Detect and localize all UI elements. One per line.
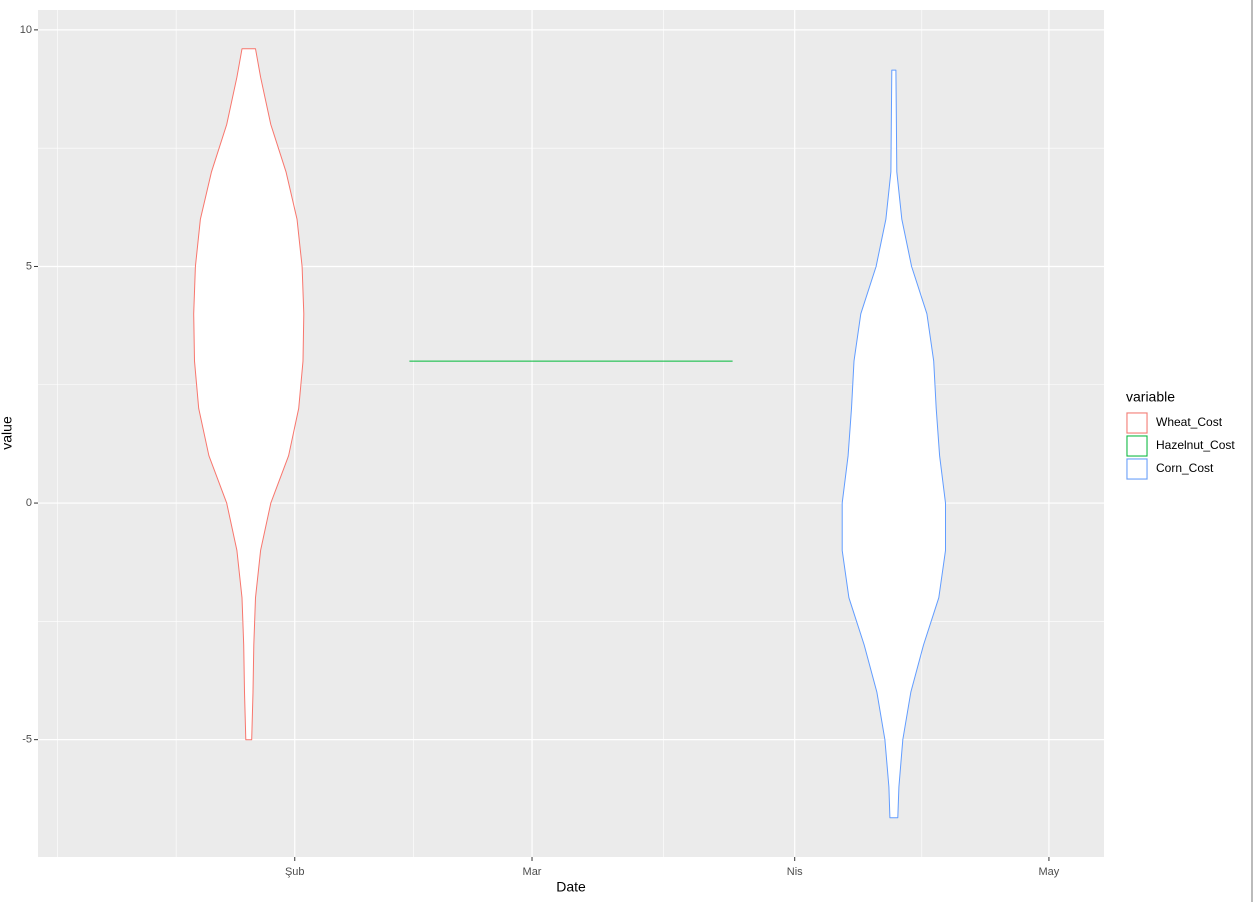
legend-key	[1126, 458, 1148, 480]
legend-key	[1126, 412, 1148, 434]
x-tick-label: Mar	[523, 866, 542, 878]
y-tick-label: 10	[20, 24, 32, 36]
panel	[38, 10, 1104, 857]
axes: Şub Mar Nis May -5 0 5 10	[20, 24, 1060, 878]
legend: variable Wheat_Cost Hazelnut_Cost Corn_Cos…	[1126, 389, 1235, 480]
violin	[193, 48, 305, 741]
violins	[193, 48, 946, 819]
x-tick-label: Şub	[285, 866, 305, 878]
y-axis-title: value	[0, 416, 15, 450]
y-tick-label: 0	[26, 497, 32, 509]
x-tick-label: May	[1039, 866, 1060, 878]
x-axis-title: Date	[556, 879, 586, 895]
y-tick-label: -5	[22, 734, 32, 746]
legend-title: variable	[1126, 389, 1175, 405]
legend-label: Corn_Cost	[1156, 461, 1214, 475]
legend-label: Hazelnut_Cost	[1156, 438, 1235, 452]
legend-key	[1126, 435, 1148, 457]
x-tick-label: Nis	[787, 866, 803, 878]
legend-label: Wheat_Cost	[1156, 415, 1223, 429]
violin	[841, 69, 946, 819]
y-tick-label: 5	[26, 260, 32, 272]
